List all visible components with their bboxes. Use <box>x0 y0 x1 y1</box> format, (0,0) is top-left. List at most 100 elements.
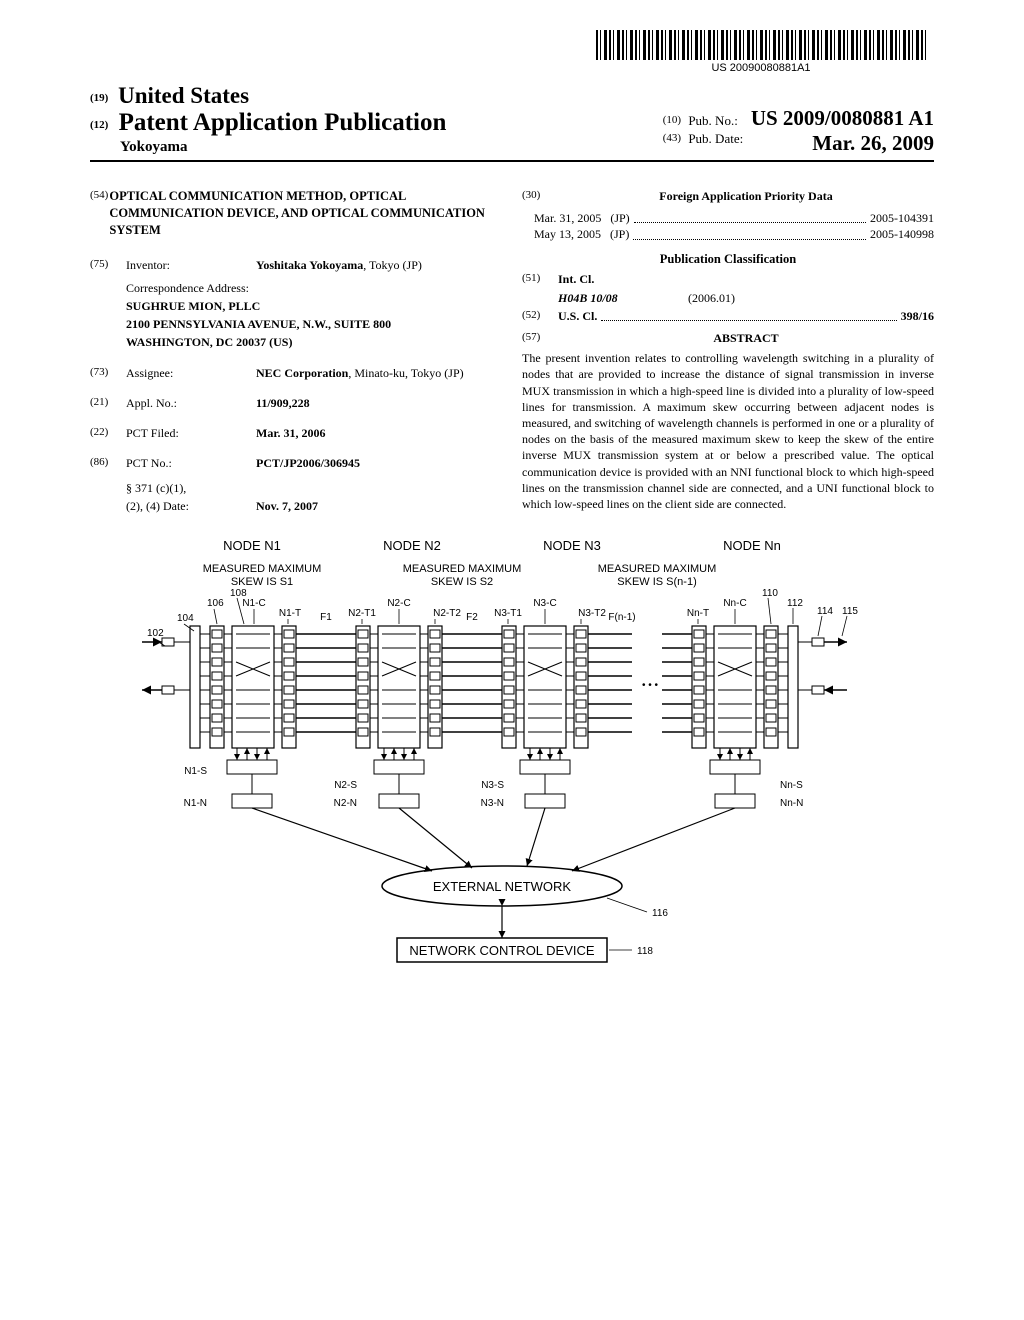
skew-s2-b: SKEW IS S2 <box>431 576 493 588</box>
svg-text:N1-S: N1-S <box>184 766 207 777</box>
figure-svg: NODE N1 NODE N2 NODE N3 NODE Nn MEASURED… <box>132 536 892 976</box>
inventor-loc: , Tokyo (JP) <box>363 258 422 272</box>
s371-date: Nov. 7, 2007 <box>256 498 318 514</box>
uscl-val: 398/16 <box>901 308 934 324</box>
intcl-code: H04B 10/08 <box>558 290 688 306</box>
intcl-year: (2006.01) <box>688 290 735 306</box>
pct-label: PCT No.: <box>126 455 256 471</box>
node-n1 <box>200 626 296 808</box>
svg-text:• • •: • • • <box>642 680 659 691</box>
svg-text:N2-C: N2-C <box>387 598 410 609</box>
foreign-num-1: 2005-140998 <box>870 226 934 242</box>
svg-text:Nn-N: Nn-N <box>780 798 803 809</box>
svg-text:F1: F1 <box>320 612 332 623</box>
correspondence-address: Correspondence Address: SUGHRUE MION, PL… <box>126 279 502 351</box>
foreign-row-1: May 13, 2005 (JP) 2005-140998 <box>534 226 934 242</box>
node-nn <box>692 626 788 808</box>
svg-text:116: 116 <box>652 908 668 919</box>
pub-date: Mar. 26, 2009 <box>812 131 934 156</box>
inventor-tag: (75) <box>90 257 126 273</box>
node-n3 <box>502 626 588 808</box>
svg-text:108: 108 <box>230 588 247 599</box>
right-io <box>798 638 847 694</box>
corr-line3: WASHINGTON, DC 20037 (US) <box>126 333 502 351</box>
foreign-tag: (30) <box>522 188 558 204</box>
masthead: (19) United States (12) Patent Applicati… <box>90 83 934 162</box>
skew-sn-a: MEASURED MAXIMUM <box>598 563 717 575</box>
date-label: Pub. Date: <box>688 131 743 146</box>
pub-type: Patent Application Publication <box>119 109 447 136</box>
invention-title: OPTICAL COMMUNICATION METHOD, OPTICAL CO… <box>109 188 502 239</box>
intcl-label: Int. Cl. <box>558 271 594 287</box>
biblio-columns: (54) OPTICAL COMMUNICATION METHOD, OPTIC… <box>90 180 934 516</box>
barcode: US 20090080881A1 <box>596 30 926 74</box>
svg-text:EXTERNAL NETWORK: EXTERNAL NETWORK <box>433 879 572 894</box>
skew-sn-b: SKEW IS S(n-1) <box>617 576 696 588</box>
foreign-cc-1: (JP) <box>610 226 629 242</box>
foreign-num-0: 2005-104391 <box>870 210 934 226</box>
svg-text:N2-S: N2-S <box>334 780 357 791</box>
foreign-row-0: Mar. 31, 2005 (JP) 2005-104391 <box>534 210 934 226</box>
pubno-label: Pub. No.: <box>688 113 737 128</box>
assignee-tag: (73) <box>90 365 126 381</box>
svg-text:N3-C: N3-C <box>533 598 556 609</box>
svg-text:Nn-S: Nn-S <box>780 780 803 791</box>
left-io <box>142 638 190 694</box>
right-column: (30) Foreign Application Priority Data M… <box>522 180 934 516</box>
svg-text:N1-N: N1-N <box>184 798 207 809</box>
svg-text:F2: F2 <box>466 612 478 623</box>
svg-text:N3-T2: N3-T2 <box>578 608 606 619</box>
svg-text:N1-T: N1-T <box>279 608 301 619</box>
pubno: US 2009/0080881 A1 <box>751 106 934 130</box>
node-n2-label: NODE N2 <box>383 538 441 553</box>
svg-text:N2-T1: N2-T1 <box>348 608 376 619</box>
classification-title: Publication Classification <box>522 251 934 268</box>
barcode-area: US 20090080881A1 <box>90 30 934 75</box>
corr-line1: SUGHRUE MION, PLLC <box>126 297 502 315</box>
s371-line2: (2), (4) Date: <box>126 498 256 514</box>
skew-s1-b: SKEW IS S1 <box>231 576 293 588</box>
pct-tag: (86) <box>90 455 126 471</box>
title-tag: (54) <box>90 188 109 239</box>
svg-text:N2-T2: N2-T2 <box>433 608 461 619</box>
corr-label: Correspondence Address: <box>126 279 502 297</box>
skew-s1-a: MEASURED MAXIMUM <box>203 563 322 575</box>
svg-text:115: 115 <box>842 606 858 617</box>
svg-text:N2-N: N2-N <box>334 798 357 809</box>
barcode-text: US 20090080881A1 <box>596 62 926 74</box>
skew-s2-a: MEASURED MAXIMUM <box>403 563 522 575</box>
node-n3-label: NODE N3 <box>543 538 601 553</box>
svg-text:N1-C: N1-C <box>242 598 265 609</box>
svg-text:102: 102 <box>147 628 164 639</box>
foreign-date-1: May 13, 2005 <box>534 226 601 242</box>
foreign-date-0: Mar. 31, 2005 <box>534 210 601 226</box>
s371-label: § 371 (c)(1), <box>126 480 256 496</box>
country: United States <box>118 83 249 108</box>
pub-prefix: (12) <box>90 119 108 131</box>
barcode-stripes <box>596 30 926 60</box>
filed-tag: (22) <box>90 425 126 441</box>
figure: NODE N1 NODE N2 NODE N3 NODE Nn MEASURED… <box>90 536 934 980</box>
assignee-loc: , Minato-ku, Tokyo (JP) <box>348 366 463 380</box>
appl-tag: (21) <box>90 395 126 411</box>
assignee-label: Assignee: <box>126 365 256 381</box>
pubno-prefix: (10) <box>663 114 681 126</box>
svg-text:104: 104 <box>177 613 194 624</box>
svg-text:F(n-1): F(n-1) <box>608 612 635 623</box>
svg-text:110: 110 <box>762 588 778 599</box>
filed-label: PCT Filed: <box>126 425 256 441</box>
svg-text:118: 118 <box>637 946 653 957</box>
appl-label: Appl. No.: <box>126 395 256 411</box>
n1-mux-left <box>190 626 200 748</box>
inventor-label: Inventor: <box>126 257 256 273</box>
svg-text:106: 106 <box>207 598 224 609</box>
node-n1-label: NODE N1 <box>223 538 281 553</box>
svg-text:NETWORK CONTROL DEVICE: NETWORK CONTROL DEVICE <box>409 943 594 958</box>
foreign-cc-0: (JP) <box>610 210 629 226</box>
abstract-tag: (57) <box>522 330 558 346</box>
assignee-name: NEC Corporation <box>256 366 348 380</box>
filed-date: Mar. 31, 2006 <box>256 425 326 441</box>
country-prefix: (19) <box>90 92 108 104</box>
foreign-title: Foreign Application Priority Data <box>558 188 934 204</box>
abstract-text: The present invention relates to control… <box>522 350 934 512</box>
